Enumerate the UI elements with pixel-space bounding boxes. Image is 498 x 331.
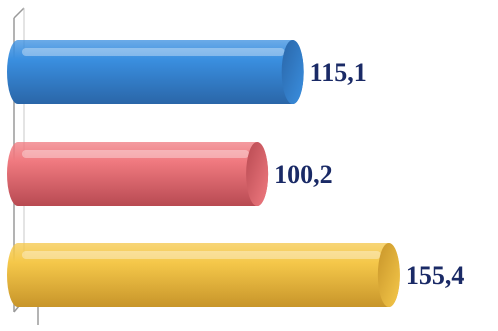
bar-2 [7, 142, 269, 206]
value-labels-group: 115,1 100,2 155,4 [274, 58, 464, 290]
bar-body [7, 243, 400, 307]
value-label-2: 100,2 [274, 160, 333, 189]
bar-end-cap [281, 40, 304, 104]
bar-1 [7, 40, 304, 104]
bar-body [7, 40, 304, 104]
bar-3 [7, 243, 400, 307]
y-axis-top-edge [13, 7, 25, 19]
bar-end-cap [377, 243, 400, 307]
bar-highlight [22, 251, 381, 259]
value-label-1: 115,1 [310, 58, 367, 87]
bar-highlight [22, 150, 250, 158]
bar-end-cap [246, 142, 269, 206]
bar-body [7, 142, 269, 206]
value-label-3: 155,4 [406, 261, 465, 290]
bar-highlight [22, 48, 285, 56]
bars-group [7, 40, 400, 307]
